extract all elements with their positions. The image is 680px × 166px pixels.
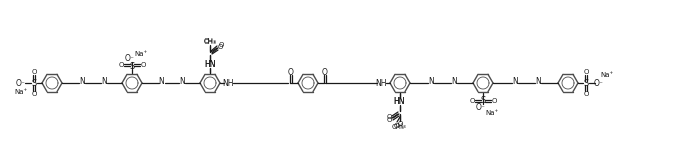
Text: O: O — [583, 69, 589, 75]
Text: CH₃: CH₃ — [392, 124, 405, 130]
Text: O: O — [118, 62, 124, 68]
Text: NH: NH — [375, 79, 387, 87]
Text: HN: HN — [393, 97, 405, 107]
Text: NH: NH — [222, 79, 234, 87]
Text: Na⁺: Na⁺ — [600, 72, 613, 78]
Text: N: N — [80, 77, 85, 86]
Text: Na⁺: Na⁺ — [135, 51, 148, 57]
Text: HN: HN — [204, 59, 216, 69]
Text: O: O — [583, 91, 589, 97]
Text: O: O — [288, 68, 294, 77]
Text: N: N — [428, 77, 434, 86]
Text: O⁻: O⁻ — [16, 79, 26, 87]
Text: O: O — [397, 121, 403, 127]
Text: O: O — [322, 68, 328, 77]
Text: N: N — [451, 77, 457, 86]
Text: O: O — [218, 44, 222, 50]
Text: N: N — [158, 77, 165, 86]
Text: N: N — [101, 77, 107, 86]
Text: O: O — [31, 69, 37, 75]
Text: N: N — [180, 77, 186, 86]
Text: O: O — [31, 91, 37, 97]
Text: O: O — [218, 42, 224, 48]
Text: Na⁺: Na⁺ — [486, 110, 498, 116]
Text: HN: HN — [393, 97, 405, 107]
Text: CH₃: CH₃ — [203, 38, 216, 44]
Text: Na⁺: Na⁺ — [14, 89, 28, 95]
Text: S: S — [583, 79, 589, 87]
Text: O⁻: O⁻ — [476, 103, 486, 113]
Text: CH₃: CH₃ — [203, 39, 216, 45]
Text: HN: HN — [204, 59, 216, 69]
Text: O: O — [492, 98, 496, 104]
Text: N: N — [535, 77, 541, 86]
Text: O: O — [386, 114, 392, 120]
Text: O: O — [386, 117, 392, 123]
Text: S: S — [129, 61, 135, 71]
Text: O⁻: O⁻ — [594, 79, 604, 87]
Text: N: N — [512, 77, 517, 86]
Text: S: S — [31, 79, 37, 87]
Text: O⁻: O⁻ — [125, 53, 135, 63]
Text: O: O — [140, 62, 146, 68]
Text: S: S — [480, 95, 486, 105]
Text: CH₃: CH₃ — [394, 123, 407, 129]
Text: O: O — [469, 98, 475, 104]
